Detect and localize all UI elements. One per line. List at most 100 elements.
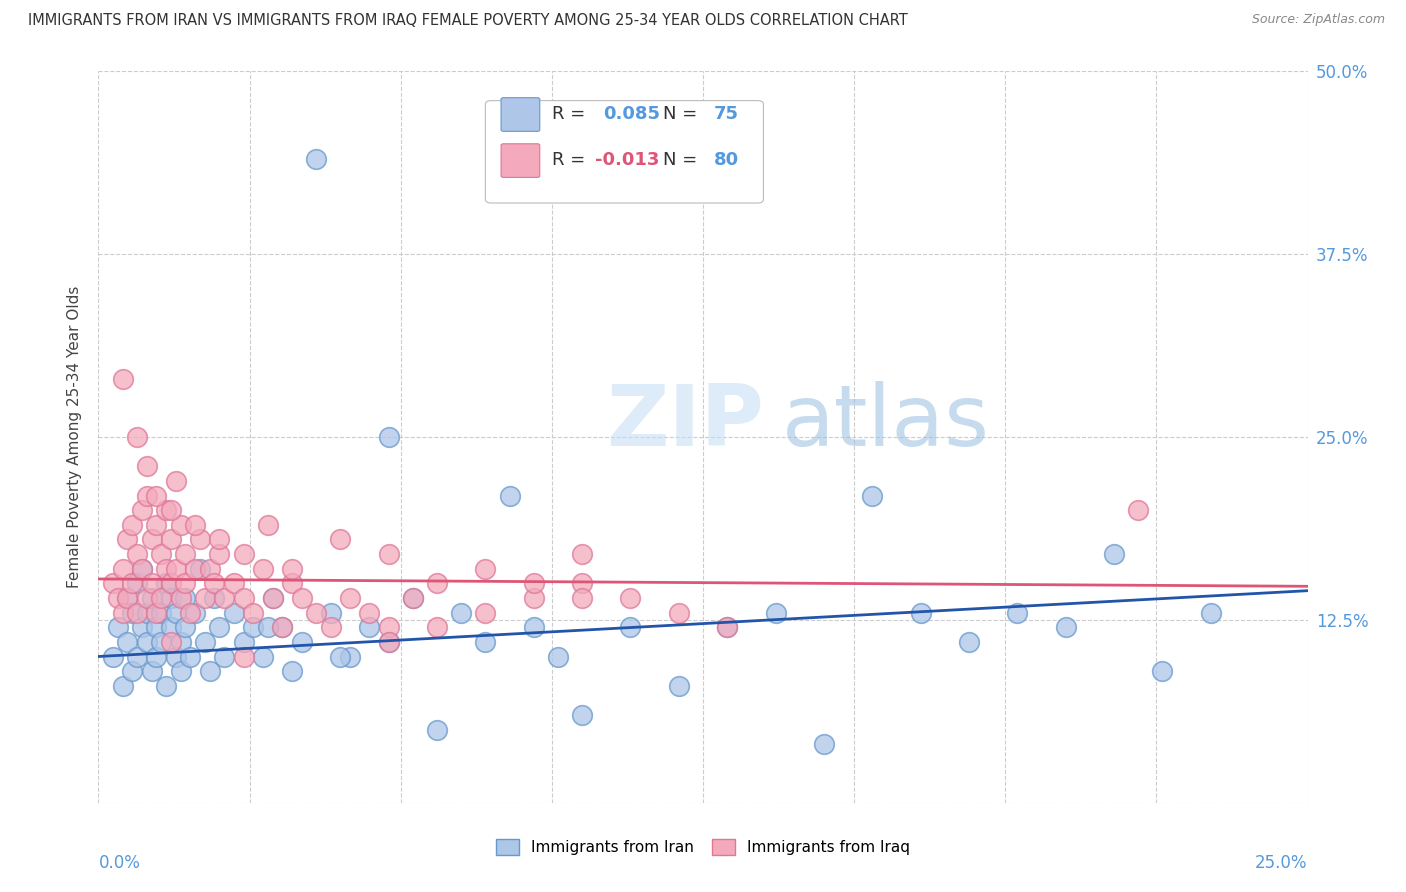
Point xyxy=(860,489,883,503)
Point xyxy=(127,649,149,664)
Text: -0.013: -0.013 xyxy=(595,151,659,169)
Point xyxy=(135,459,157,474)
Point xyxy=(141,591,163,605)
Point xyxy=(145,517,167,532)
Point xyxy=(271,620,294,634)
Point xyxy=(121,606,143,620)
Point xyxy=(145,489,167,503)
Point xyxy=(290,591,312,605)
Point xyxy=(127,606,149,620)
Point xyxy=(329,649,352,664)
Point xyxy=(160,533,183,547)
Point xyxy=(232,591,254,605)
Point xyxy=(208,620,231,634)
Point xyxy=(204,591,226,605)
Text: 80: 80 xyxy=(714,151,740,169)
Point xyxy=(359,606,381,620)
Point xyxy=(426,620,449,634)
Point xyxy=(232,649,254,664)
Point xyxy=(165,562,187,576)
Point xyxy=(204,576,226,591)
Point xyxy=(160,635,183,649)
Point xyxy=(281,562,304,576)
Point xyxy=(619,620,641,634)
Point xyxy=(155,503,177,517)
Point xyxy=(160,503,183,517)
Point xyxy=(262,591,284,605)
Point xyxy=(117,591,139,605)
Point xyxy=(402,591,425,605)
Point xyxy=(668,606,690,620)
Point xyxy=(194,635,217,649)
Point xyxy=(174,620,197,634)
Point xyxy=(121,576,143,591)
Point xyxy=(813,737,835,751)
Point xyxy=(523,591,546,605)
Point xyxy=(169,664,191,678)
Text: 75: 75 xyxy=(714,104,740,123)
Text: N =: N = xyxy=(664,104,703,123)
Point xyxy=(121,517,143,532)
Point xyxy=(155,576,177,591)
Point xyxy=(107,591,129,605)
Point xyxy=(523,620,546,634)
Point xyxy=(281,664,304,678)
Point xyxy=(145,620,167,634)
FancyBboxPatch shape xyxy=(501,98,540,131)
Point xyxy=(252,562,274,576)
Point xyxy=(160,576,183,591)
Point xyxy=(256,517,278,532)
Point xyxy=(1152,664,1174,678)
Point xyxy=(474,606,496,620)
Point xyxy=(141,533,163,547)
Point xyxy=(232,635,254,649)
Point xyxy=(208,533,231,547)
Point xyxy=(716,620,738,634)
Point xyxy=(179,606,201,620)
Point xyxy=(188,562,211,576)
Point xyxy=(117,635,139,649)
Point xyxy=(111,562,134,576)
Point xyxy=(155,562,177,576)
Point xyxy=(188,533,211,547)
Point xyxy=(571,547,593,561)
Point xyxy=(547,649,569,664)
Point xyxy=(290,635,312,649)
Point xyxy=(619,591,641,605)
Point xyxy=(174,547,197,561)
Point xyxy=(450,606,472,620)
Point xyxy=(571,576,593,591)
Legend: Immigrants from Iran, Immigrants from Iraq: Immigrants from Iran, Immigrants from Ir… xyxy=(489,833,917,861)
Point xyxy=(165,649,187,664)
Point xyxy=(150,591,173,605)
Point xyxy=(160,620,183,634)
Point xyxy=(1102,547,1125,561)
Point xyxy=(174,576,197,591)
Point xyxy=(305,606,328,620)
Point xyxy=(169,591,191,605)
Point xyxy=(145,649,167,664)
Point xyxy=(402,591,425,605)
Point xyxy=(252,649,274,664)
Point xyxy=(141,576,163,591)
Point xyxy=(498,489,520,503)
Point xyxy=(377,547,399,561)
Point xyxy=(160,591,183,605)
Point xyxy=(232,547,254,561)
Text: Source: ZipAtlas.com: Source: ZipAtlas.com xyxy=(1251,13,1385,27)
Point xyxy=(426,576,449,591)
Point xyxy=(765,606,787,620)
FancyBboxPatch shape xyxy=(501,144,540,178)
Point xyxy=(131,562,153,576)
Point xyxy=(150,606,173,620)
Point xyxy=(127,430,149,444)
Point xyxy=(1054,620,1077,634)
FancyBboxPatch shape xyxy=(485,101,763,203)
Point xyxy=(117,533,139,547)
Point xyxy=(184,517,207,532)
Point xyxy=(131,620,153,634)
Point xyxy=(571,708,593,723)
Point xyxy=(212,649,235,664)
Point xyxy=(242,620,264,634)
Point xyxy=(377,430,399,444)
